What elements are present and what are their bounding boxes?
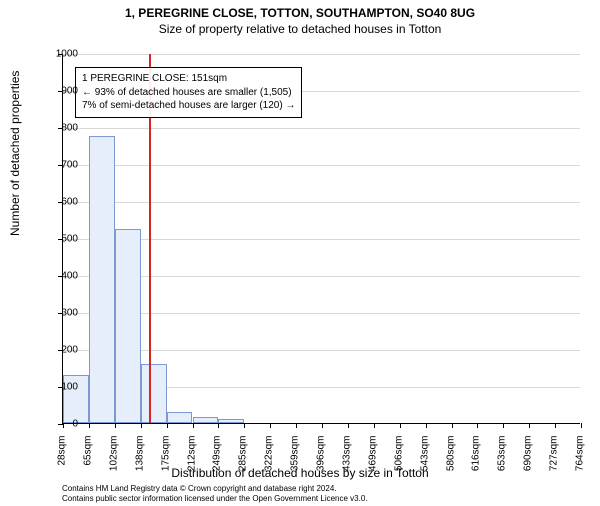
xtick-label: 212sqm (186, 436, 197, 486)
histogram-bar (115, 229, 141, 423)
xtick-mark (167, 423, 168, 428)
histogram-bar (193, 417, 219, 423)
annotation-box: 1 PEREGRINE CLOSE: 151sqm← 93% of detach… (75, 67, 302, 118)
xtick-mark (400, 423, 401, 428)
xtick-mark (555, 423, 556, 428)
xtick-label: 653sqm (497, 436, 508, 486)
xtick-label: 543sqm (419, 436, 430, 486)
xtick-mark (270, 423, 271, 428)
ytick-label: 900 (38, 86, 78, 97)
xtick-label: 469sqm (367, 436, 378, 486)
ytick-label: 800 (38, 123, 78, 134)
ytick-label: 300 (38, 308, 78, 319)
xtick-mark (477, 423, 478, 428)
xtick-label: 138sqm (134, 436, 145, 486)
ytick-label: 500 (38, 234, 78, 245)
xtick-mark (141, 423, 142, 428)
xtick-label: 285sqm (238, 436, 249, 486)
gridline (63, 54, 580, 55)
gridline (63, 165, 580, 166)
xtick-mark (322, 423, 323, 428)
xtick-mark (244, 423, 245, 428)
footer-line2: Contains public sector information licen… (62, 494, 368, 504)
xtick-label: 175sqm (160, 436, 171, 486)
xtick-label: 396sqm (316, 436, 327, 486)
ytick-label: 0 (38, 419, 78, 430)
annotation-line: 7% of semi-detached houses are larger (1… (82, 99, 295, 113)
xtick-label: 727sqm (549, 436, 560, 486)
ytick-label: 600 (38, 197, 78, 208)
xtick-label: 102sqm (108, 436, 119, 486)
xtick-label: 322sqm (264, 436, 275, 486)
footer-attribution: Contains HM Land Registry data © Crown c… (62, 484, 368, 504)
histogram-bar (89, 136, 115, 423)
ytick-label: 200 (38, 345, 78, 356)
chart-title-line1: 1, PEREGRINE CLOSE, TOTTON, SOUTHAMPTON,… (0, 6, 600, 20)
xtick-mark (529, 423, 530, 428)
plot-area: 1 PEREGRINE CLOSE: 151sqm← 93% of detach… (62, 54, 580, 424)
histogram-bar (218, 419, 244, 423)
xtick-mark (115, 423, 116, 428)
xtick-label: 690sqm (523, 436, 534, 486)
xtick-label: 764sqm (575, 436, 586, 486)
xtick-mark (218, 423, 219, 428)
xtick-label: 28sqm (57, 436, 68, 486)
histogram-bar (141, 364, 167, 423)
gridline (63, 202, 580, 203)
xtick-mark (374, 423, 375, 428)
ytick-label: 100 (38, 382, 78, 393)
xtick-mark (503, 423, 504, 428)
ytick-label: 700 (38, 160, 78, 171)
xtick-label: 359sqm (290, 436, 301, 486)
xtick-mark (426, 423, 427, 428)
histogram-bar (167, 412, 193, 423)
ytick-label: 400 (38, 271, 78, 282)
xtick-label: 616sqm (471, 436, 482, 486)
xtick-mark (452, 423, 453, 428)
gridline (63, 128, 580, 129)
ytick-label: 1000 (38, 49, 78, 60)
xtick-label: 433sqm (341, 436, 352, 486)
footer-line1: Contains HM Land Registry data © Crown c… (62, 484, 368, 494)
xtick-label: 249sqm (212, 436, 223, 486)
xtick-mark (193, 423, 194, 428)
xtick-mark (296, 423, 297, 428)
xtick-label: 580sqm (445, 436, 456, 486)
xtick-label: 506sqm (393, 436, 404, 486)
y-axis-label: Number of detached properties (8, 71, 22, 236)
xtick-mark (581, 423, 582, 428)
xtick-mark (348, 423, 349, 428)
chart-title-line2: Size of property relative to detached ho… (0, 22, 600, 36)
xtick-label: 65sqm (82, 436, 93, 486)
annotation-line: 1 PEREGRINE CLOSE: 151sqm (82, 72, 295, 86)
annotation-line: ← 93% of detached houses are smaller (1,… (82, 86, 295, 100)
xtick-mark (89, 423, 90, 428)
